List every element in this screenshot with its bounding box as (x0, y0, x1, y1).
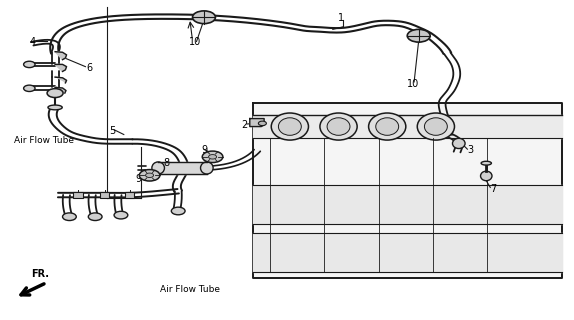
Bar (100, 193, 110, 197)
Circle shape (407, 29, 430, 42)
Text: 5: 5 (109, 126, 115, 136)
Ellipse shape (278, 118, 301, 135)
Ellipse shape (480, 171, 492, 181)
Text: 1: 1 (338, 13, 344, 23)
Text: 2: 2 (241, 120, 247, 130)
Circle shape (139, 170, 160, 181)
Text: 3: 3 (467, 146, 474, 156)
Ellipse shape (327, 118, 350, 135)
Ellipse shape (424, 118, 447, 135)
Circle shape (202, 151, 223, 163)
Circle shape (192, 11, 215, 24)
Circle shape (47, 89, 63, 98)
Ellipse shape (200, 162, 213, 174)
Bar (73, 193, 83, 197)
Text: Air Flow Tube: Air Flow Tube (14, 136, 73, 145)
Text: 10: 10 (407, 78, 419, 89)
Text: 9: 9 (201, 146, 207, 156)
Polygon shape (253, 186, 562, 224)
Polygon shape (55, 64, 67, 71)
Circle shape (114, 211, 128, 219)
Circle shape (63, 213, 76, 220)
Circle shape (258, 121, 266, 125)
Circle shape (24, 85, 35, 92)
Text: 10: 10 (189, 37, 201, 47)
Ellipse shape (417, 113, 455, 140)
Polygon shape (253, 116, 562, 138)
Polygon shape (55, 76, 67, 83)
Ellipse shape (376, 118, 399, 135)
Polygon shape (250, 119, 264, 126)
Text: Air Flow Tube: Air Flow Tube (160, 284, 220, 293)
Text: FR.: FR. (30, 268, 49, 278)
Ellipse shape (320, 113, 357, 140)
Circle shape (88, 213, 102, 220)
Bar (125, 193, 134, 197)
Circle shape (171, 207, 185, 215)
Text: 7: 7 (490, 184, 497, 194)
Text: 4: 4 (29, 37, 35, 47)
Text: 6: 6 (86, 63, 92, 73)
Polygon shape (55, 52, 67, 60)
Polygon shape (253, 103, 562, 278)
Polygon shape (158, 162, 207, 174)
Ellipse shape (452, 138, 465, 148)
Ellipse shape (481, 161, 491, 165)
Ellipse shape (48, 105, 62, 110)
Ellipse shape (152, 162, 165, 174)
Ellipse shape (272, 113, 308, 140)
Circle shape (208, 155, 216, 159)
Circle shape (24, 61, 35, 68)
Text: 9: 9 (135, 174, 141, 184)
Text: 8: 8 (164, 158, 170, 168)
Ellipse shape (369, 113, 406, 140)
Polygon shape (253, 233, 562, 271)
Polygon shape (55, 86, 66, 93)
Circle shape (146, 173, 154, 178)
